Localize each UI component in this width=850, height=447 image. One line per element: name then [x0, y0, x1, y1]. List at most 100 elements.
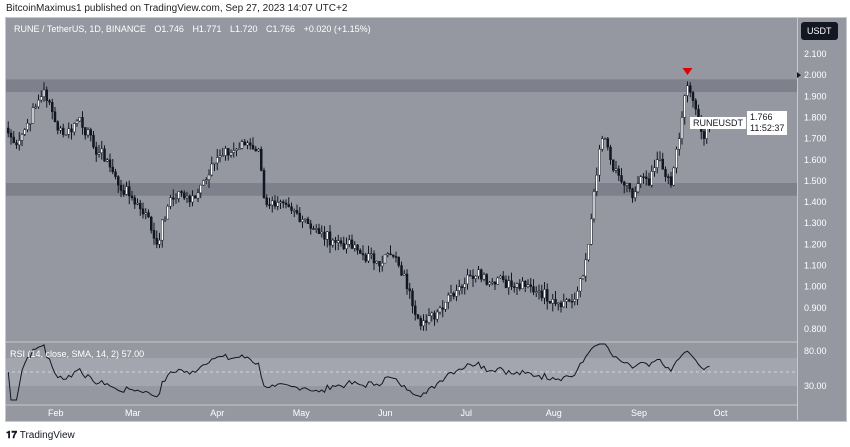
candle-body	[119, 184, 123, 191]
candle-body	[405, 273, 409, 289]
candle-body	[249, 142, 252, 146]
candle-body	[125, 186, 128, 195]
candle-body	[634, 191, 637, 199]
candle-body	[491, 281, 494, 284]
candle-body	[92, 134, 95, 148]
candle-body	[480, 269, 483, 280]
candle-body	[617, 168, 620, 176]
candle-body	[444, 301, 447, 310]
candle-body	[144, 212, 147, 215]
candle-body	[678, 138, 681, 150]
candle-body	[449, 292, 453, 296]
time-tick: Apr	[210, 408, 224, 418]
candle-body	[702, 131, 706, 139]
candle-body	[73, 123, 76, 133]
candle-body	[150, 216, 153, 231]
candle-body	[350, 239, 354, 249]
candle-body	[229, 152, 233, 156]
candle-body	[100, 148, 103, 154]
candle-body	[546, 289, 549, 302]
candle-body	[436, 311, 439, 320]
candle-body	[518, 283, 521, 289]
candle-body	[669, 176, 673, 186]
candle-body	[161, 219, 164, 241]
rsi-tick: 80.00	[804, 346, 827, 356]
candle-body	[504, 279, 508, 288]
candle-body	[623, 181, 626, 186]
candle-body	[342, 243, 345, 249]
rsi-legend: RSI (14, close, SMA, 14, 2) 57.00	[10, 349, 144, 359]
candle-body	[554, 299, 557, 305]
candle-body	[642, 176, 645, 178]
candle-body	[590, 218, 593, 245]
candle-body	[108, 159, 112, 168]
candle-body	[686, 85, 689, 96]
candle-body	[106, 159, 109, 162]
candle-body	[689, 85, 692, 93]
candle-body	[287, 204, 290, 207]
candle-body	[235, 148, 238, 151]
candle-body	[337, 240, 340, 243]
candle-body	[645, 176, 648, 179]
candle-body	[78, 117, 81, 122]
candle-body	[400, 265, 403, 276]
candle-body	[625, 183, 629, 186]
candle-body	[526, 284, 530, 287]
candle-body	[202, 180, 205, 186]
time-tick: Oct	[714, 408, 729, 418]
rsi-tick: 30.00	[804, 381, 827, 391]
candle-body	[598, 148, 601, 176]
candle-body	[282, 201, 285, 204]
candle-body	[174, 198, 178, 200]
publish-info: BitcoinMaximus1 published on TradingView…	[6, 3, 348, 14]
candle-body	[386, 253, 389, 256]
candle-body	[529, 284, 532, 287]
candle-body	[97, 152, 101, 155]
candle-body	[232, 150, 235, 153]
ohlc-high: H1.771	[192, 24, 222, 34]
candle-body	[587, 244, 590, 261]
candle-body	[53, 111, 57, 122]
candle-body	[502, 275, 505, 281]
candle-body	[158, 239, 161, 245]
candle-body	[543, 289, 546, 299]
currency-button[interactable]: USDT	[801, 22, 838, 40]
rsi-band	[6, 358, 797, 386]
symbol-legend: RUNE / TetherUS, 1D, BINANCE O1.746 H1.7…	[14, 24, 377, 34]
candle-body	[579, 278, 582, 292]
candle-body	[532, 286, 535, 293]
candle-body	[216, 157, 219, 164]
candle-body	[570, 300, 574, 303]
candle-body	[496, 277, 499, 285]
time-tick: Aug	[546, 408, 562, 418]
candle-body	[353, 244, 356, 249]
symbol-price-label: RUNEUSDT	[690, 117, 747, 129]
candle-body	[524, 280, 527, 287]
candle-body	[139, 202, 142, 210]
candle-body	[606, 138, 609, 148]
candle-body	[359, 250, 362, 254]
candle-body	[521, 280, 524, 289]
price-tick: 1.100	[804, 261, 827, 271]
symbol-name[interactable]: RUNE / TetherUS, 1D, BINANCE	[14, 24, 146, 34]
candle-body	[23, 129, 26, 135]
candle-body	[42, 89, 46, 97]
candle-body	[86, 129, 90, 136]
candle-body	[672, 167, 675, 186]
candle-body	[194, 195, 197, 199]
candle-body	[680, 117, 684, 139]
candle-body	[141, 208, 145, 215]
candle-body	[372, 253, 376, 264]
time-tick: May	[293, 408, 311, 418]
candle-body	[389, 253, 392, 256]
candle-body	[416, 314, 420, 319]
candle-body	[361, 253, 365, 256]
ohlc-change: +0.020 (+1.15%)	[303, 24, 371, 34]
candle-body	[419, 318, 422, 327]
candle-body	[540, 290, 543, 299]
candle-body	[59, 127, 62, 131]
candle-body	[122, 190, 125, 195]
price-axis[interactable]	[797, 17, 846, 420]
candle-body	[705, 128, 708, 139]
